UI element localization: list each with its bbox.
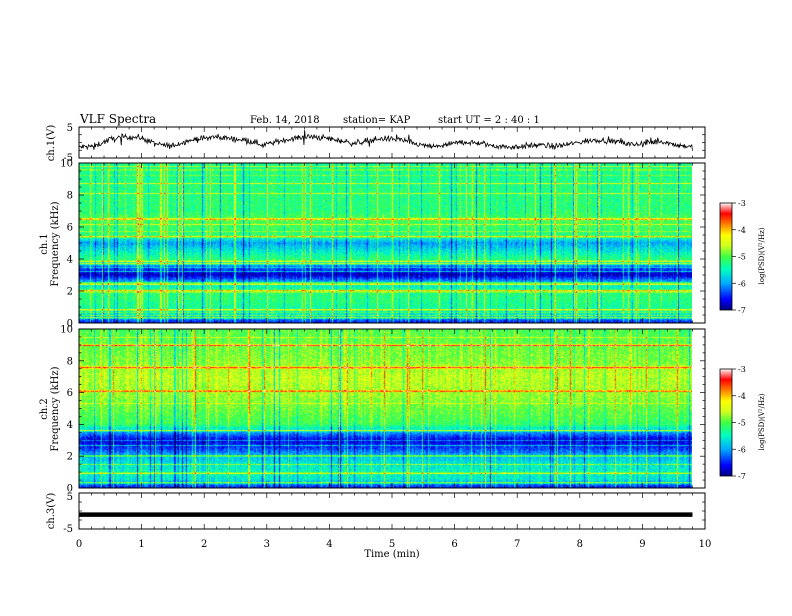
freq-tick-label-0: 0 <box>67 484 73 495</box>
ch3-waveform-xticks <box>78 492 706 530</box>
x-axis-label: Time (min) <box>364 549 419 560</box>
ch2-colorbar: -3 -4 -5 -6 -7 log(PSD)(V²/Hz) <box>719 365 766 481</box>
x-axis-tick-labels: 0 1 2 3 4 5 6 7 8 9 10 <box>76 539 712 550</box>
x-tick-label-4: 4 <box>326 539 332 550</box>
ch1-spectrogram-panel: 0 2 4 6 8 10 ch.1 Frequency (kHz) <box>39 159 706 330</box>
figure-title: VLF Spectra <box>79 112 156 126</box>
ch3-waveform-panel: 5 -5 ch.3(V) <box>46 492 706 535</box>
ch3-ytick-top: 5 <box>67 492 73 503</box>
freq-tick-label-2: 2 <box>67 287 73 298</box>
freq-tick-label-10: 10 <box>60 159 73 170</box>
ch2-colorbar-ticks: -3 -4 -5 -6 -7 <box>732 365 746 481</box>
start-time-label: start UT = 2 : 40 : 1 <box>438 115 540 126</box>
x-tick-label-0: 0 <box>76 539 82 550</box>
ch1-spectrogram-xticks <box>78 163 706 323</box>
ch2-channel-label: ch.2 <box>39 398 50 420</box>
ch2-spectrogram-xticks <box>78 329 706 488</box>
ch2-spectrogram-panel: 0 2 4 6 8 10 ch.2 Frequency (kHz) <box>39 325 706 495</box>
freq-tick-label-4: 4 <box>67 420 73 431</box>
ch1-waveform-trace <box>78 130 693 151</box>
ch1-waveform-panel: 5 -5 ch.1(V) <box>46 123 706 164</box>
ch2-spectrogram-yticks: 0 2 4 6 8 10 <box>60 325 705 495</box>
x-tick-label-6: 6 <box>451 539 457 550</box>
ch1-channel-label: ch.1 <box>39 233 50 255</box>
x-tick-label-10: 10 <box>699 539 712 550</box>
ch1-colorbar-label: log(PSD)(V²/Hz) <box>758 227 766 284</box>
freq-tick-label-8: 8 <box>67 191 73 202</box>
ch1-colorbar-ticks: -3 -4 -5 -6 -7 <box>732 199 746 315</box>
colorbar-tick-label--6: -6 <box>738 445 746 454</box>
ch2-spectrogram-ylabel: ch.2 Frequency (kHz) <box>39 366 61 451</box>
ch1-colorbar: -3 -4 -5 -6 -7 log(PSD)(V²/Hz) <box>719 199 766 315</box>
ch1-ytick-top: 5 <box>67 123 73 134</box>
ch1-waveform-xticks <box>78 126 706 159</box>
ch2-spectrogram-image <box>79 329 692 488</box>
ch3-ytick-bottom: -5 <box>63 524 73 535</box>
freq-tick-label-2: 2 <box>67 452 73 463</box>
x-tick-label-2: 2 <box>201 539 207 550</box>
freq-tick-label-6: 6 <box>67 223 73 234</box>
x-tick-label-8: 8 <box>577 539 583 550</box>
colorbar-tick-label--3: -3 <box>738 199 746 208</box>
freq-tick-label-4: 4 <box>67 255 73 266</box>
ch1-spectrogram-yticks: 0 2 4 6 8 10 <box>60 159 705 330</box>
x-tick-label-1: 1 <box>138 539 144 550</box>
colorbar-tick-label--4: -4 <box>738 392 746 401</box>
freq-tick-label-8: 8 <box>67 356 73 367</box>
freq-tick-label-10: 10 <box>60 325 73 336</box>
ch2-frequency-label: Frequency (kHz) <box>50 366 61 451</box>
x-tick-label-5: 5 <box>389 539 395 550</box>
x-tick-label-7: 7 <box>514 539 520 550</box>
ch3-ylabel: ch.3(V) <box>46 493 57 530</box>
colorbar-tick-label--4: -4 <box>738 226 746 235</box>
date-label: Feb. 14, 2018 <box>250 115 320 126</box>
station-label: station= KAP <box>343 115 411 126</box>
colorbar-tick-label--7: -7 <box>738 472 746 481</box>
x-tick-label-9: 9 <box>639 539 645 550</box>
ch1-ylabel: ch.1(V) <box>46 125 57 162</box>
ch2-colorbar-label: log(PSD)(V²/Hz) <box>758 393 766 450</box>
ch1-spectrogram-image <box>79 163 692 323</box>
colorbar-tick-label--5: -5 <box>738 253 746 262</box>
ch2-colorbar-gradient <box>720 369 732 476</box>
ch1-frequency-label: Frequency (kHz) <box>50 201 61 286</box>
colorbar-tick-label--7: -7 <box>738 306 746 315</box>
colorbar-tick-label--3: -3 <box>738 365 746 374</box>
ch1-colorbar-gradient <box>720 203 732 310</box>
colorbar-tick-label--5: -5 <box>738 419 746 428</box>
x-tick-label-3: 3 <box>264 539 270 550</box>
ch1-ytick-bottom: -5 <box>63 153 73 164</box>
colorbar-tick-label--6: -6 <box>738 279 746 288</box>
ch3-waveform-frame <box>78 492 706 530</box>
freq-tick-label-0: 0 <box>67 319 73 330</box>
ch1-spectrogram-ylabel: ch.1 Frequency (kHz) <box>39 201 61 286</box>
freq-tick-label-6: 6 <box>67 388 73 399</box>
